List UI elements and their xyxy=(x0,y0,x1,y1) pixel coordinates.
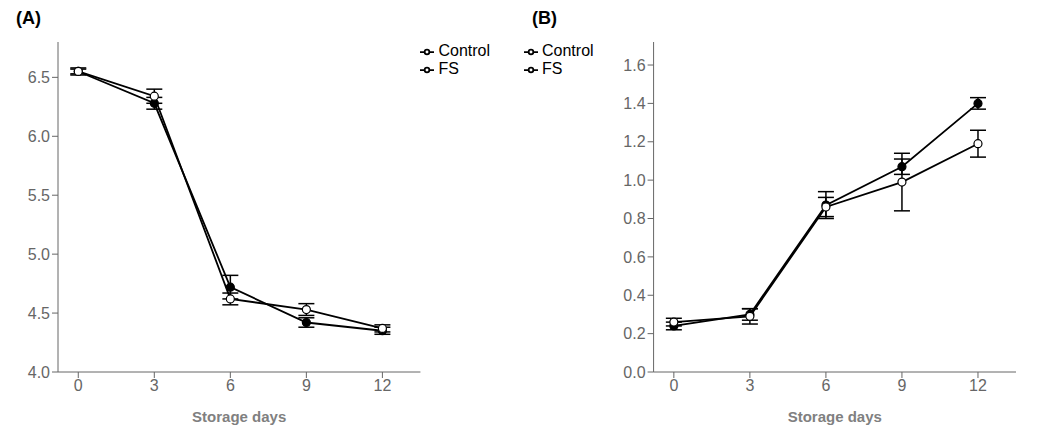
svg-text:9: 9 xyxy=(302,377,311,394)
svg-text:1.4: 1.4 xyxy=(623,95,645,112)
svg-text:4.5: 4.5 xyxy=(28,305,50,322)
svg-text:0: 0 xyxy=(669,377,678,394)
svg-text:5.0: 5.0 xyxy=(28,246,50,263)
svg-text:12: 12 xyxy=(969,377,987,394)
html-text:Control: Control xyxy=(542,42,594,59)
svg-text:0.4: 0.4 xyxy=(623,287,645,304)
html-text:FS: FS xyxy=(542,60,563,77)
svg-text:6.5: 6.5 xyxy=(28,69,50,86)
svg-text:0.6: 0.6 xyxy=(623,249,645,266)
svg-text:0: 0 xyxy=(74,377,83,394)
svg-text:Storage days: Storage days xyxy=(192,408,286,425)
svg-text:0.0: 0.0 xyxy=(623,364,645,381)
svg-text:1.6: 1.6 xyxy=(623,57,645,74)
svg-text:6.0: 6.0 xyxy=(28,128,50,145)
svg-text:0.8: 0.8 xyxy=(623,210,645,227)
svg-text:12: 12 xyxy=(374,377,392,394)
html-text:(B): (B) xyxy=(532,8,557,28)
svg-text:3: 3 xyxy=(745,377,754,394)
svg-text:5.5: 5.5 xyxy=(28,187,50,204)
svg-text:4.0: 4.0 xyxy=(28,364,50,381)
svg-text:Storage days: Storage days xyxy=(788,408,882,425)
svg-text:1.0: 1.0 xyxy=(623,172,645,189)
svg-text:6: 6 xyxy=(226,377,235,394)
svg-text:9: 9 xyxy=(897,377,906,394)
html-text:Control: Control xyxy=(438,42,490,59)
svg-text:1.2: 1.2 xyxy=(623,133,645,150)
svg-text:6: 6 xyxy=(821,377,830,394)
svg-text:0.2: 0.2 xyxy=(623,325,645,342)
html-text:FS: FS xyxy=(438,60,459,77)
svg-text:3: 3 xyxy=(150,377,159,394)
html-text:(A): (A) xyxy=(16,8,41,28)
